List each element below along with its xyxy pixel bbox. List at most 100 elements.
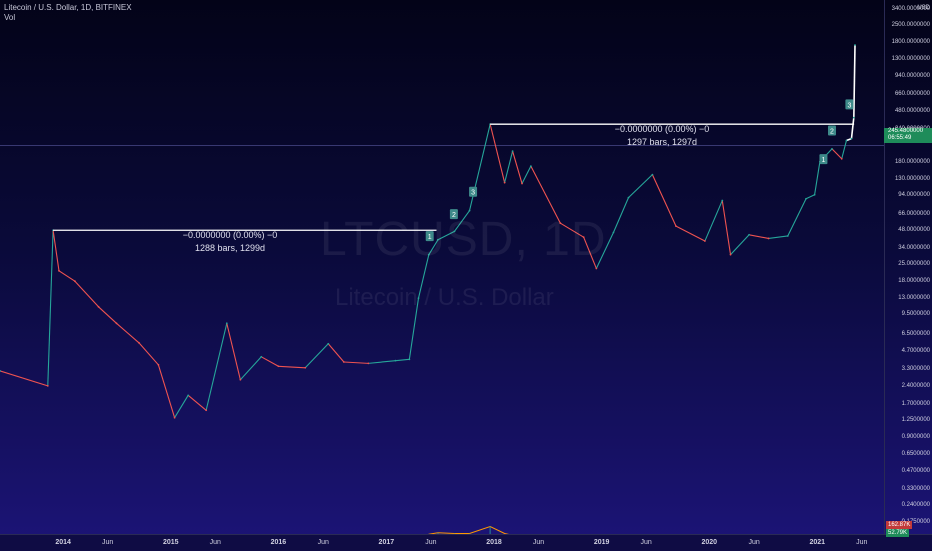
price-segment [343,361,369,364]
price-segment [853,44,856,118]
price-tick-label: 0.4700000 [901,467,930,474]
price-point [239,378,242,381]
price-point [559,222,562,225]
wave-label-text: 3 [847,102,851,109]
price-point [854,44,856,46]
price-point [205,409,208,412]
price-segment [489,124,506,183]
measure-1-change: −0.0000000 (0.00%) −0 [182,230,278,240]
price-point [767,237,770,240]
price-segment [805,194,815,200]
price-tick-label: 2500.0000000 [891,21,930,28]
price-tick-label: 0.2400000 [901,502,930,509]
price-tick-label: 0.1750000 [901,518,930,525]
price-tick-label: 660.0000000 [894,91,930,98]
price-segment [0,370,48,387]
measure-label-1: −0.0000000 (0.00%) −0 1288 bars, 1299d [170,229,290,255]
price-segment [368,360,396,364]
price-point [46,384,49,387]
price-point [327,342,330,345]
price-tick-label: 9.5000000 [901,311,930,318]
price-segment [395,358,410,362]
time-tick-label: 2018 [486,539,502,546]
price-point [468,209,471,212]
price-tick-label: 94.0000000 [898,192,930,199]
last-price-value: 245.4800000 [888,128,924,134]
price-point [277,365,280,368]
price-tick-label: 0.9000000 [901,433,930,440]
price-point [729,253,732,256]
price-point [675,225,677,228]
time-axis[interactable]: 2014 Jun 2015 Jun 2016 Jun 2017 Jun 2018 Jun 2019 J… [0,534,884,551]
price-tick-label: 48.0000000 [898,227,930,234]
price-tick-label: 18.0000000 [898,278,930,285]
price-segment [504,151,514,183]
price-point [582,236,585,239]
price-point [408,358,411,361]
price-segment [787,198,807,237]
price-tick-label: 1800.0000000 [891,39,930,45]
price-point [0,370,1,372]
wave-label-5[interactable]: 2 [827,125,836,136]
wave-label-3[interactable]: 3 [469,186,478,197]
wave-label-1[interactable]: 1 [425,231,434,242]
price-point [225,322,228,325]
price-point [627,196,630,199]
time-tick-label: Jun [101,539,114,546]
price-segment [437,230,455,241]
price-point [367,362,370,365]
symbol-title[interactable]: Litecoin / U.S. Dollar, 1D, BITFINEX [4,3,132,12]
time-tick-label: 2017 [378,539,395,546]
price-segment [595,232,614,269]
price-point [529,165,532,168]
price-segment [116,322,140,344]
wave-label-4[interactable]: 1 [819,154,828,165]
price-point [437,238,439,241]
price-point [852,116,855,119]
measure-2-change: −0.0000000 (0.00%) −0 [614,124,710,134]
time-tick-label: 2014 [55,539,71,546]
price-segment [47,230,54,386]
price-tick-label: 940.0000000 [894,72,930,79]
price-tick-label: 6.5000000 [901,331,930,338]
wave-label-2[interactable]: 2 [449,209,458,220]
price-segment [98,306,117,324]
price-tick-label: 4.7000000 [901,347,930,354]
price-segment [278,365,306,369]
price-point [703,240,706,242]
price-point [805,197,807,200]
time-tick-label: 2019 [593,539,610,546]
price-axis[interactable]: USD 3400.0000000 2500.0000000 1800.0000000… [884,0,932,550]
volume-ma-badge: 52.79K [886,529,910,537]
wave-label-text: 2 [452,212,456,219]
price-tick-label: 180.0000000 [894,158,930,165]
wave-label-text: 1 [428,234,432,241]
volume-badge: 162.87K [886,521,913,529]
price-segment [454,210,470,232]
price-point [521,182,523,185]
price-segment [512,151,523,184]
price-tick-label: 0.6500000 [901,450,930,457]
price-point [612,231,615,234]
price-point [813,193,816,196]
price-tick-label: 34.0000000 [898,245,930,252]
time-tick-label: Jun [640,539,652,546]
price-point [138,341,140,344]
volume-indicator-label[interactable]: Vol [4,13,16,22]
price-segment [583,236,597,269]
price-tick-label: 1300.0000000 [891,55,930,62]
price-tick-label: 25.0000000 [898,261,930,268]
price-point [74,280,76,283]
price-point [845,139,848,142]
price-point [831,147,833,150]
wave-label-text: 2 [830,129,834,136]
price-tick-label: 13.0000000 [898,295,930,302]
price-point [503,181,506,184]
price-point [748,233,751,236]
wave-label-6[interactable]: 3 [845,99,854,110]
price-point [342,361,345,363]
last-price-countdown: 06:55:49 [888,135,912,141]
price-segment [831,148,843,160]
measure-1-bars: 1288 bars, 1299d [194,243,266,253]
